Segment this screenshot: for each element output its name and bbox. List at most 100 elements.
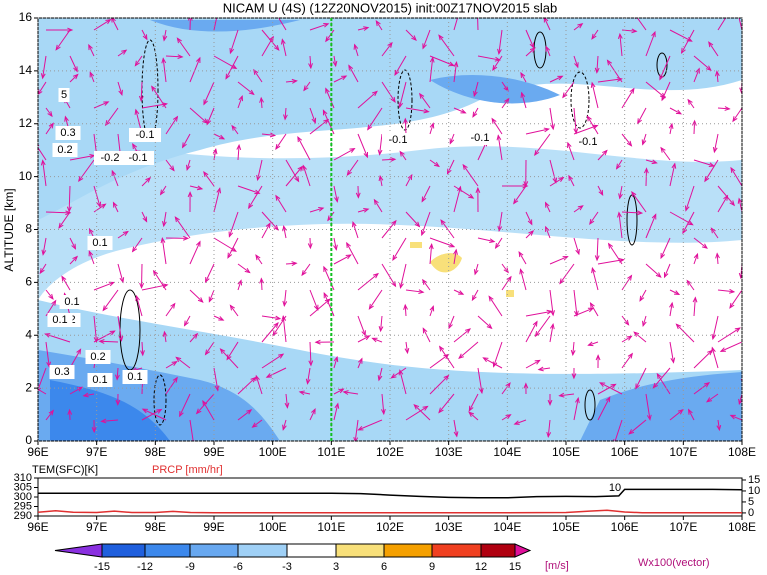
wind-vector <box>660 237 671 259</box>
vector-head <box>664 272 669 279</box>
vector-head <box>465 328 472 334</box>
wind-vector <box>160 185 167 195</box>
vector-head <box>363 207 370 213</box>
vector-head <box>587 341 594 347</box>
vector-head <box>411 35 417 41</box>
wind-vector <box>473 81 479 97</box>
wind-vector <box>303 81 311 91</box>
annotation-bg <box>87 373 113 387</box>
vector-head <box>574 62 579 69</box>
vector-head <box>109 330 116 336</box>
vector-head <box>711 333 717 341</box>
vector-head <box>716 424 722 432</box>
wind-vector <box>635 367 647 389</box>
wind-vector <box>661 81 671 101</box>
colorbar-box <box>383 543 433 558</box>
wind-vector <box>373 199 383 213</box>
wind-vector <box>525 47 536 57</box>
wind-vector <box>645 31 656 57</box>
wind-vector <box>357 335 370 343</box>
wind-vector <box>687 99 695 109</box>
vector-head <box>55 44 61 51</box>
vector-head <box>303 85 309 92</box>
vector-head <box>710 227 716 234</box>
vector-head <box>496 134 502 141</box>
wind-vector <box>189 289 204 303</box>
wind-vector <box>42 237 47 255</box>
vector-head <box>643 167 649 174</box>
wind-vector <box>260 97 263 109</box>
vector-head <box>291 78 298 84</box>
colorbar-label: 15 <box>509 561 521 573</box>
vector-head <box>71 243 77 250</box>
vector-head <box>605 396 611 403</box>
vector-head <box>322 109 328 116</box>
vector-head <box>627 352 634 359</box>
vector-head <box>421 196 427 203</box>
vector-head <box>399 282 404 289</box>
vector-head <box>704 382 711 388</box>
vector-head <box>675 109 683 115</box>
vector-head <box>89 71 95 78</box>
wind-vector <box>453 107 466 114</box>
wind-vector <box>498 211 503 231</box>
wind-vector <box>706 393 719 403</box>
vector-head <box>169 165 175 172</box>
vector-head <box>65 210 72 216</box>
vector-head <box>562 92 568 99</box>
wind-vector <box>619 34 623 57</box>
wind-vector <box>357 91 378 109</box>
vector-head <box>497 48 502 56</box>
wind-vector <box>525 310 552 317</box>
wind-vector <box>309 23 329 31</box>
vector-head <box>273 322 279 328</box>
vector-head <box>371 337 378 343</box>
vector-head <box>438 34 444 41</box>
wind-vector <box>688 409 695 421</box>
wind-vector <box>88 251 95 265</box>
wind-vector <box>453 419 458 437</box>
wind-vector <box>189 107 208 124</box>
vector-head <box>67 408 73 415</box>
vector-head <box>615 163 621 170</box>
vector-head <box>284 402 290 409</box>
vector-head <box>655 272 662 278</box>
wind-vector <box>669 289 680 295</box>
wind-vector <box>297 136 311 161</box>
vector-head <box>272 330 278 337</box>
vector-head <box>390 96 396 103</box>
vector-head <box>212 147 218 155</box>
wind-vector <box>255 254 263 265</box>
vector-head <box>294 176 300 183</box>
vector-head <box>100 418 107 424</box>
vector-head <box>711 346 716 353</box>
vector-head <box>394 69 400 76</box>
wind-vector <box>177 37 191 57</box>
vector-head <box>422 43 427 50</box>
colorbar-label: 9 <box>429 561 435 573</box>
vector-head <box>64 115 69 122</box>
wind-vector <box>495 237 503 249</box>
wind-vector <box>141 211 148 222</box>
wind-vector <box>45 107 53 117</box>
wind-vector <box>405 29 417 41</box>
vector-head <box>534 149 540 157</box>
wind-vector <box>642 133 647 145</box>
vector-head <box>41 249 47 256</box>
vector-head <box>357 425 364 431</box>
y-tick-label: 0 <box>25 433 32 447</box>
wind-vector <box>45 333 71 343</box>
vector-head <box>363 26 370 31</box>
vector-head <box>161 57 167 64</box>
wind-vector <box>513 185 527 204</box>
vector-head <box>460 108 467 114</box>
annotation-bg <box>47 313 73 327</box>
vector-head <box>534 359 541 365</box>
vector-head <box>88 250 94 257</box>
vector-head <box>646 414 652 421</box>
vector-head <box>121 49 128 55</box>
wind-vector <box>165 361 177 369</box>
wind-vector <box>117 263 124 283</box>
wind-vector <box>142 408 167 421</box>
wind-vector <box>405 289 424 293</box>
